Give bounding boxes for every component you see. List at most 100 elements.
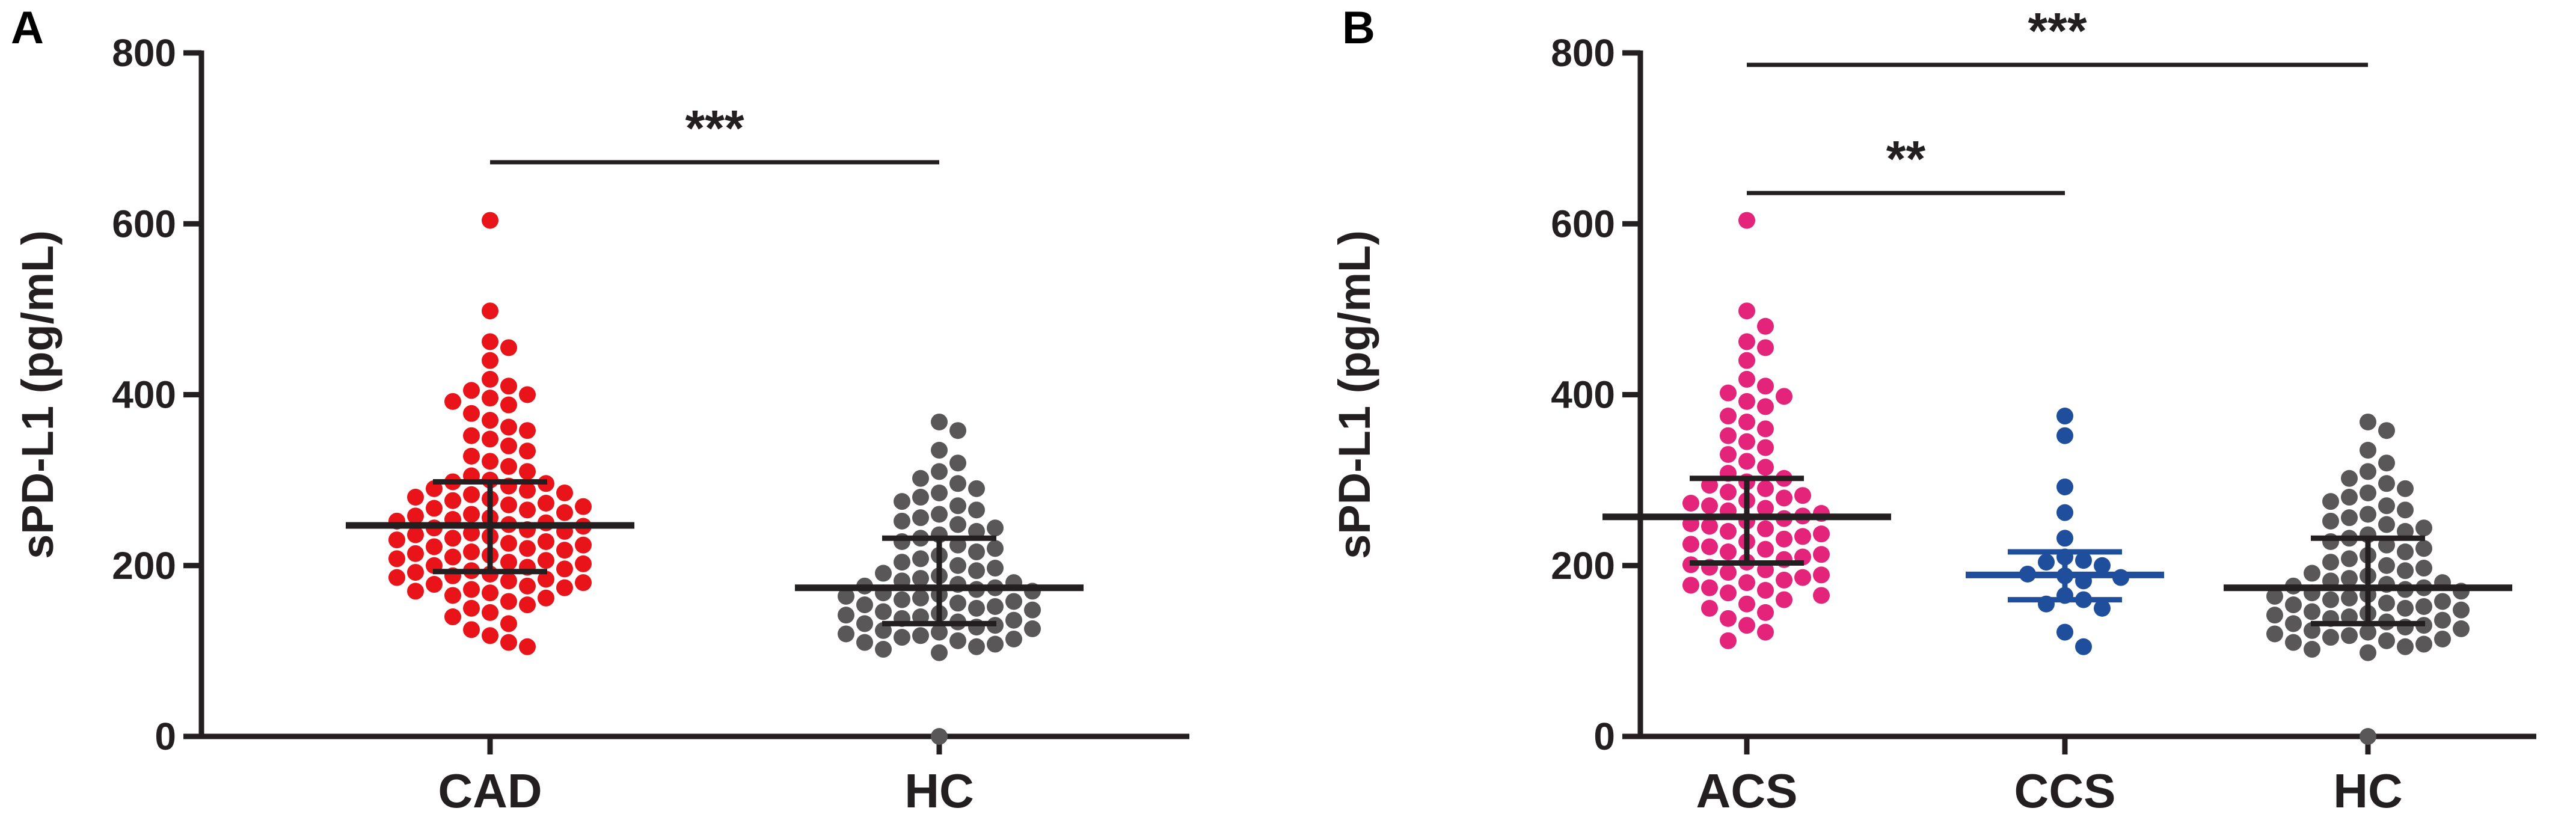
data-point [968,501,985,519]
data-point [1720,610,1737,627]
data-point [856,634,873,651]
data-point [856,596,873,614]
y-tick-label: 400 [112,373,176,417]
data-point [2360,484,2376,501]
data-point [2397,543,2414,561]
data-point [931,441,948,459]
data-point [556,542,573,559]
data-point [1813,546,1830,563]
data-point [519,577,536,595]
data-point [2266,607,2283,624]
data-point [538,552,554,569]
data-point [444,587,461,604]
data-point [500,554,517,571]
data-point [388,569,405,586]
data-point [949,497,966,515]
data-point [1757,317,1774,335]
data-point [500,396,517,414]
data-point [1701,518,1718,535]
data-point [2056,427,2073,444]
data-point [1813,587,1830,604]
data-point [1005,630,1022,647]
data-point [1776,489,1792,507]
data-point [2453,620,2470,637]
data-point [1720,632,1737,649]
data-point [875,641,892,658]
data-point [987,635,1004,653]
data-point [426,500,443,517]
group-hc: HC [795,413,1084,818]
data-point [538,533,554,550]
data-point [2378,497,2395,515]
data-point [407,583,424,600]
significance-label: *** [2028,2,2087,59]
data-point [2075,638,2092,655]
data-point [482,430,498,448]
data-point [949,632,966,649]
data-point [500,378,517,395]
data-point [1738,574,1755,592]
group-hc: HC [2224,413,2512,818]
significance-label: ** [1886,130,1926,187]
data-point [1738,595,1755,613]
data-point [875,603,892,620]
data-point [2322,512,2339,530]
data-point [1738,433,1755,450]
y-axis-label: sPD-L1 (pg/mL) [13,230,63,559]
data-point [2094,557,2111,574]
data-point [912,470,929,487]
data-point [2304,603,2320,620]
data-point [1720,584,1737,602]
data-point [2322,554,2339,571]
data-point [949,475,966,492]
data-point [1757,339,1774,356]
data-point [2415,519,2432,537]
data-point [575,536,592,554]
data-point [482,212,498,229]
y-tick-label: 600 [112,202,176,245]
data-point [838,607,854,624]
data-point [463,405,480,422]
data-point [987,519,1004,537]
data-point [2285,596,2302,614]
data-point [912,589,929,607]
data-point [1720,483,1737,501]
data-point [2378,557,2395,574]
data-point [575,555,592,572]
data-point [2434,611,2451,629]
group-ccs: CCS [1966,408,2164,818]
data-point [519,501,536,519]
data-point [2397,638,2414,655]
data-point [444,393,461,410]
data-point [838,625,854,643]
data-point [444,530,461,547]
group-acs: ACS [1602,212,1891,818]
data-point [1005,611,1022,629]
data-point [1757,420,1774,438]
data-point [500,634,517,651]
data-point [949,595,966,612]
y-axis-label: sPD-L1 (pg/mL) [1329,230,1379,559]
data-point [1757,439,1774,456]
data-point [1757,378,1774,395]
data-point [519,442,536,460]
data-point [2360,413,2376,430]
data-point [2322,629,2339,646]
data-point [912,570,929,587]
data-point [482,412,498,429]
data-point [1701,599,1718,617]
data-point [463,506,480,523]
data-point [482,333,498,350]
data-point [894,629,910,646]
data-point [2056,623,2073,641]
data-point [2056,408,2073,425]
data-point [575,498,592,515]
y-tick-label: 800 [1551,31,1615,75]
data-point [2360,463,2376,480]
data-point [1738,370,1755,388]
data-point [1738,333,1755,350]
category-label: HC [904,764,974,818]
